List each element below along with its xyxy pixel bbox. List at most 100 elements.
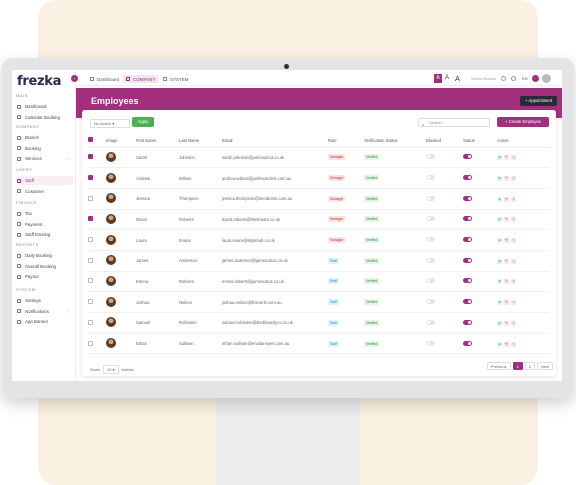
view-icon[interactable]: ● <box>497 176 502 182</box>
row-checkbox[interactable] <box>88 340 93 346</box>
tab-dashboard[interactable]: Dashboard <box>87 75 122 83</box>
blocked-toggle[interactable] <box>426 257 435 263</box>
page-previous-button[interactable]: Previous <box>487 362 511 370</box>
row-checkbox[interactable] <box>88 299 93 305</box>
sidebar-item-branch[interactable]: Branch <box>17 133 73 142</box>
col-blocked[interactable]: Blocked <box>426 134 463 148</box>
delete-icon[interactable]: ▪ <box>511 258 516 264</box>
delete-icon[interactable]: ▪ <box>511 320 516 326</box>
row-checkbox[interactable] <box>88 278 93 284</box>
branch-select[interactable]: Select Branch <box>471 76 496 81</box>
sidebar-item-customer[interactable]: Customer <box>17 187 73 196</box>
edit-icon[interactable]: ✎ <box>504 176 509 182</box>
status-toggle[interactable] <box>463 278 472 284</box>
sidebar-item-calendar-booking[interactable]: Calendar Booking <box>17 113 73 122</box>
status-toggle[interactable] <box>463 175 472 181</box>
edit-icon[interactable]: ✎ <box>504 238 509 244</box>
tab-company[interactable]: COMPANY <box>123 75 159 83</box>
row-checkbox[interactable] <box>88 195 93 201</box>
language-select[interactable]: EN <box>522 76 528 81</box>
edit-icon[interactable]: ✎ <box>504 258 509 264</box>
edit-icon[interactable]: ✎ <box>504 320 509 326</box>
page-size-select[interactable]: 10 ▾ <box>103 365 119 374</box>
col-email[interactable]: Email <box>222 134 328 148</box>
sidebar-item-booking[interactable]: Booking <box>17 144 73 153</box>
theme-icon[interactable] <box>501 76 506 81</box>
view-icon[interactable]: ● <box>497 279 502 285</box>
page-next-button[interactable]: Next <box>537 362 554 370</box>
delete-icon[interactable]: ▪ <box>511 196 516 202</box>
delete-icon[interactable]: ▪ <box>511 176 516 182</box>
apply-button[interactable]: Apply <box>132 117 154 127</box>
col-role[interactable]: Role <box>328 134 364 148</box>
col-status[interactable]: Status <box>463 134 497 148</box>
blocked-toggle[interactable] <box>426 340 435 346</box>
blocked-toggle[interactable] <box>426 319 435 325</box>
sidebar-item-notifications[interactable]: Notifications › <box>17 307 73 316</box>
edit-icon[interactable]: ✎ <box>504 279 509 285</box>
col-first-name[interactable]: First Name <box>136 134 179 148</box>
edit-icon[interactable]: ✎ <box>504 217 509 223</box>
view-icon[interactable]: ● <box>497 217 502 223</box>
status-toggle[interactable] <box>463 257 472 263</box>
notification-icon[interactable] <box>532 75 539 82</box>
sidebar-item-daily-booking[interactable]: Daily Booking <box>17 251 73 260</box>
delete-icon[interactable]: ▪ <box>511 155 516 161</box>
delete-icon[interactable]: ▪ <box>511 279 516 285</box>
font-size-medium-button[interactable]: A <box>445 75 450 81</box>
view-icon[interactable]: ● <box>497 155 502 161</box>
tab-system[interactable]: SYSTEM <box>160 75 192 83</box>
status-toggle[interactable] <box>463 340 472 346</box>
edit-icon[interactable]: ✎ <box>504 196 509 202</box>
status-toggle[interactable] <box>463 319 472 325</box>
sidebar-item-dashboard[interactable]: Dashboard <box>17 102 73 111</box>
sidebar-toggle-icon[interactable]: ‹ <box>71 75 78 82</box>
row-checkbox[interactable] <box>88 175 93 181</box>
page-1-button[interactable]: 1 <box>512 362 523 370</box>
row-checkbox[interactable] <box>88 257 93 263</box>
sidebar-item-staff-earning[interactable]: Staff Earning <box>17 230 73 239</box>
sidebar-item-payment[interactable]: Payment <box>17 220 73 229</box>
add-appointment-button[interactable]: + Appointment <box>520 96 557 106</box>
blocked-toggle[interactable] <box>426 299 435 305</box>
edit-icon[interactable]: ✎ <box>504 300 509 306</box>
row-checkbox[interactable] <box>88 237 93 243</box>
view-icon[interactable]: ● <box>497 320 502 326</box>
fullscreen-icon[interactable] <box>511 76 516 81</box>
sidebar-item-tax[interactable]: Tax <box>17 209 73 218</box>
row-checkbox[interactable] <box>88 319 93 325</box>
sidebar-item-staff[interactable]: Staff <box>17 176 73 185</box>
col-last-name[interactable]: Last Name <box>179 134 222 148</box>
view-icon[interactable]: ● <box>497 238 502 244</box>
blocked-toggle[interactable] <box>426 216 435 222</box>
delete-icon[interactable]: ▪ <box>511 300 516 306</box>
sidebar-item-payout[interactable]: Payout <box>17 272 73 281</box>
blocked-toggle[interactable] <box>426 237 435 243</box>
status-toggle[interactable] <box>463 154 472 160</box>
view-icon[interactable]: ● <box>497 196 502 202</box>
blocked-toggle[interactable] <box>426 154 435 160</box>
status-toggle[interactable] <box>463 299 472 305</box>
edit-icon[interactable]: ✎ <box>504 341 509 347</box>
blocked-toggle[interactable] <box>426 175 435 181</box>
row-checkbox[interactable] <box>88 154 93 160</box>
sidebar-item-overall-booking[interactable]: Overall Booking <box>17 262 73 271</box>
font-size-small-button[interactable]: A <box>434 74 442 83</box>
create-employee-button[interactable]: + Create Employee <box>497 117 549 127</box>
user-avatar[interactable] <box>542 74 551 83</box>
sidebar-item-services[interactable]: Services › <box>17 154 73 163</box>
delete-icon[interactable]: ▪ <box>511 341 516 347</box>
view-icon[interactable]: ● <box>497 300 502 306</box>
edit-icon[interactable]: ✎ <box>504 155 509 161</box>
sidebar-item-app-banner[interactable]: App Banner <box>17 317 73 326</box>
row-checkbox[interactable] <box>88 216 93 222</box>
sidebar-item-settings[interactable]: Settings <box>17 296 73 305</box>
font-size-large-button[interactable]: A <box>455 74 461 83</box>
status-toggle[interactable] <box>463 216 472 222</box>
view-icon[interactable]: ● <box>497 258 502 264</box>
status-toggle[interactable] <box>463 237 472 243</box>
page-2-button[interactable]: 2 <box>524 362 536 370</box>
view-icon[interactable]: ● <box>497 341 502 347</box>
select-all-checkbox[interactable] <box>88 137 93 143</box>
delete-icon[interactable]: ▪ <box>511 238 516 244</box>
